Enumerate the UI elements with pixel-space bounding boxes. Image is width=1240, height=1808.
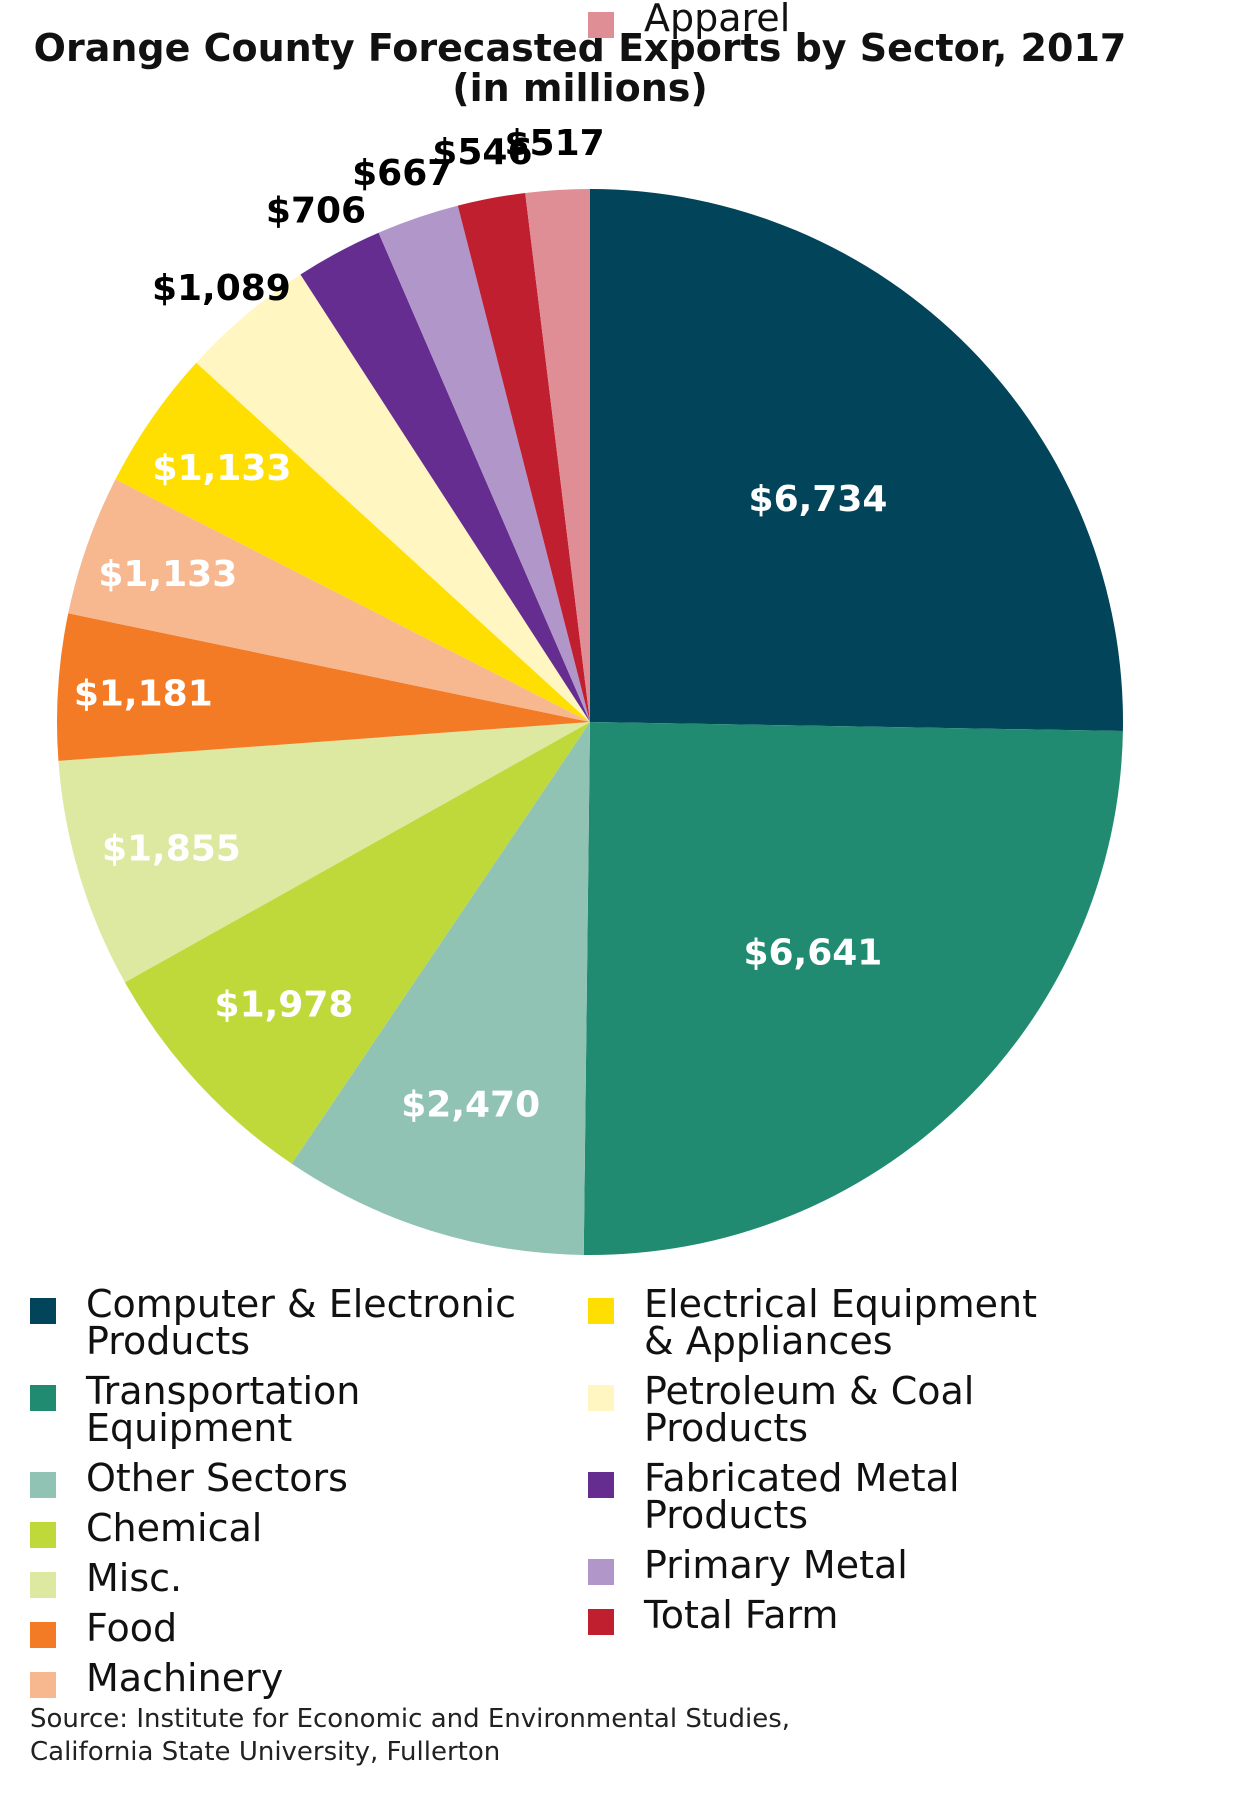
- pie-slice-transportation-equipment: [583, 722, 1123, 1255]
- legend-swatch: [30, 1622, 56, 1648]
- legend-swatch: [30, 1472, 56, 1498]
- legend-label: Apparel: [644, 0, 791, 40]
- legend-swatch: [30, 1385, 56, 1411]
- pie-slice-electrical-equipment-and-appliances: [115, 362, 591, 722]
- legend-label: Chemical: [86, 1506, 263, 1550]
- pie-slice-total-farm: [457, 192, 590, 722]
- pie-chart: $6,734 $6,641 $2,470 $1,978 $1,855 $1,181 $1,1…: [57, 123, 1123, 1255]
- legend-label: Computer & Electronic Products: [86, 1282, 517, 1363]
- data-label-apparel: $517: [504, 123, 604, 164]
- data-label-total-farm: $546: [432, 132, 532, 173]
- legend-swatch: [588, 1559, 614, 1585]
- data-label-chemical: $1,978: [215, 984, 354, 1025]
- legend-label: Electrical Equipment & Appliances: [644, 1282, 1038, 1363]
- legend-swatch: [588, 1298, 614, 1324]
- pie-slice-misc: [58, 722, 591, 983]
- data-label-misc: $1,855: [102, 829, 241, 870]
- chart-title: Orange County Forecasted Exports by Sect…: [33, 26, 1127, 70]
- legend-label: Food: [86, 1606, 178, 1650]
- legend-label: Total Farm: [644, 1593, 839, 1637]
- chart-subtitle: (in millions): [452, 66, 708, 110]
- legend-label: Fabricated Metal Products: [644, 1456, 960, 1537]
- legend-label: Transportation Equipment: [86, 1369, 361, 1450]
- pie-slice-apparel: [525, 189, 590, 722]
- data-label-machinery: $1,133: [98, 554, 237, 595]
- legend-label: Misc.: [86, 1556, 183, 1600]
- legend-swatch: [588, 1472, 614, 1498]
- legend-item-total-farm: Total Farm: [588, 1593, 839, 1637]
- pie-slice-chemical: [124, 722, 590, 1164]
- legend-item-electrical-equipment-and-appliances: Electrical Equipment & Appliances: [588, 1282, 1038, 1363]
- legend-swatch: [30, 1522, 56, 1548]
- legend-swatch: [30, 1298, 56, 1324]
- legend-item-computer-and-electronic-products: Computer & Electronic Products: [30, 1282, 517, 1363]
- legend-item-fabricated-metal-products: Fabricated Metal Products: [588, 1456, 960, 1537]
- legend-item-petroleum-and-coal-products: Petroleum & Coal Products: [588, 1369, 975, 1450]
- legend-swatch: [588, 12, 614, 38]
- pie-slice-fabricated-metal-products: [300, 232, 590, 722]
- legend-item-food: Food: [30, 1606, 178, 1650]
- data-label-transportation-equipment: $6,641: [743, 932, 882, 973]
- data-label-other-sectors: $2,470: [401, 1085, 540, 1126]
- source-line-2: California State University, Fullerton: [30, 1737, 501, 1767]
- data-label-food: $1,181: [74, 673, 213, 714]
- legend-swatch: [30, 1572, 56, 1598]
- legend-item-machinery: Machinery: [30, 1656, 284, 1700]
- data-label-computer-and-electronic-products: $6,734: [749, 479, 888, 520]
- pie-slice-food: [57, 613, 590, 761]
- data-label-petroleum-and-coal-products: $1,089: [152, 268, 291, 309]
- data-label-primary-metal: $667: [352, 153, 452, 194]
- legend-item-apparel: Apparel: [588, 0, 790, 38]
- legend-label: Petroleum & Coal Products: [644, 1369, 975, 1450]
- legend-item-misc: Misc.: [30, 1556, 183, 1600]
- legend-item-transportation-equipment: Transportation Equipment: [30, 1369, 361, 1450]
- legend-label: Machinery: [86, 1656, 284, 1700]
- legend-item-chemical: Chemical: [30, 1506, 263, 1550]
- pie-slice-petroleum-and-coal-products: [196, 274, 591, 722]
- pie-slice-other-sectors: [291, 722, 590, 1255]
- pie-slice-computer-and-electronic-products: [590, 189, 1123, 731]
- pie-slice-primary-metal: [378, 205, 590, 722]
- pie-slice-machinery: [68, 479, 590, 722]
- legend-item-other-sectors: Other Sectors: [30, 1456, 348, 1500]
- legend-swatch: [30, 1672, 56, 1698]
- data-label-electrical-equipment-and-appliances: $1,133: [153, 448, 292, 489]
- source-line-1: Source: Institute for Economic and Envir…: [30, 1704, 791, 1734]
- legend-label: Other Sectors: [86, 1456, 348, 1500]
- data-label-fabricated-metal-products: $706: [266, 191, 366, 232]
- legend-swatch: [588, 1385, 614, 1411]
- legend-swatch: [588, 1609, 614, 1635]
- source-note: Source: Institute for Economic and Envir…: [30, 1703, 790, 1769]
- legend-item-primary-metal: Primary Metal: [588, 1543, 908, 1587]
- legend-label: Primary Metal: [644, 1543, 908, 1587]
